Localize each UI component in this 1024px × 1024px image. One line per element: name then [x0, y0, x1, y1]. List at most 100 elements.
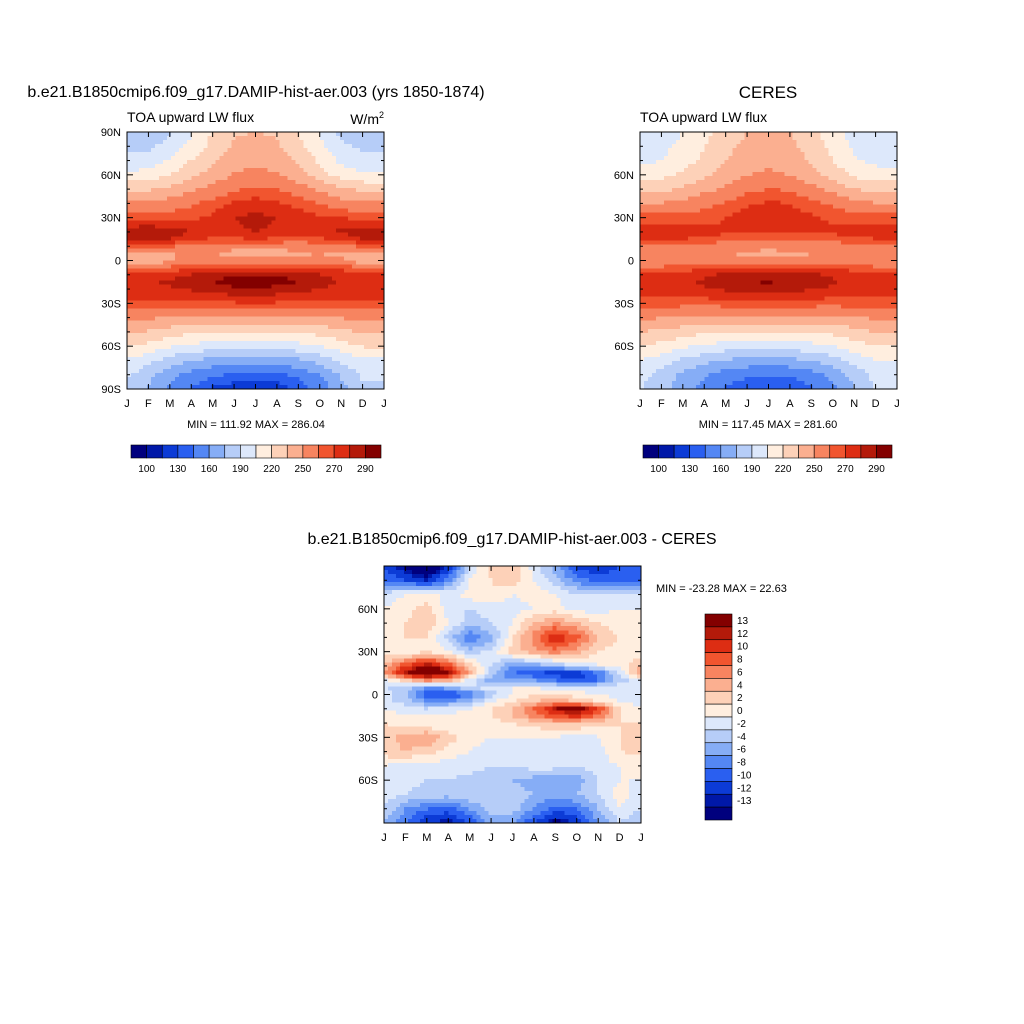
- contour-cell: [484, 666, 490, 672]
- colorbar-swatch: [704, 781, 733, 795]
- contour-cell: [271, 284, 329, 290]
- panel-1-units-base: W/m: [350, 111, 379, 127]
- panel-2-colorbar: 100 130 160 190 220 250 270 290: [642, 444, 893, 475]
- contour-cell: [283, 240, 309, 246]
- contour-cell: [640, 156, 665, 161]
- contour-cell: [472, 702, 485, 708]
- contour-cell: [448, 670, 453, 676]
- contour-cell: [804, 180, 838, 185]
- y-tick-label: 0: [628, 256, 634, 268]
- contour-cell: [476, 818, 485, 824]
- contour-cell: [604, 714, 614, 720]
- contour-cell: [820, 136, 846, 141]
- contour-cell: [183, 360, 317, 366]
- contour-cell: [444, 626, 453, 631]
- contour-cell: [684, 168, 717, 173]
- contour-cell: [832, 276, 898, 282]
- x-tick-label: J: [766, 398, 772, 410]
- colorbar-swatch: [876, 444, 893, 459]
- contour-cell: [347, 384, 385, 390]
- contour-cell: [848, 144, 898, 149]
- contour-cell: [860, 352, 898, 358]
- contour-cell: [468, 578, 494, 583]
- contour-cell: [580, 802, 598, 808]
- contour-cell: [620, 734, 642, 740]
- colorbar-swatch: [673, 444, 690, 459]
- contour-cell: [500, 658, 526, 663]
- contour-cell: [199, 340, 301, 346]
- contour-cell: [163, 260, 357, 266]
- contour-cell: [672, 380, 701, 386]
- contour-cell: [339, 196, 385, 201]
- colorbar-label: 270: [326, 464, 343, 475]
- contour-cell: [408, 790, 534, 796]
- contour-cell: [464, 658, 477, 663]
- x-tick-label: N: [594, 832, 602, 844]
- contour-cell: [404, 570, 413, 575]
- contour-cell: [315, 332, 385, 338]
- contour-cell: [424, 778, 514, 784]
- contour-cell: [604, 814, 618, 820]
- contour-cell: [472, 630, 489, 635]
- contour-cell: [640, 204, 713, 209]
- contour-cell: [384, 590, 393, 595]
- contour-cell: [187, 228, 253, 233]
- contour-cell: [468, 670, 473, 676]
- contour-cell: [195, 188, 241, 193]
- contour-cell: [724, 184, 818, 189]
- contour-cell: [680, 324, 850, 330]
- x-tick-label: A: [188, 398, 196, 410]
- contour-cell: [500, 630, 510, 635]
- contour-cell: [600, 710, 610, 716]
- contour-cell: [640, 292, 898, 298]
- contour-cell: [199, 380, 233, 386]
- contour-cell: [820, 272, 898, 278]
- contour-cell: [291, 156, 317, 161]
- contour-cell: [183, 192, 228, 197]
- contour-cell: [456, 662, 465, 667]
- contour-cell: [432, 574, 441, 579]
- contour-cell: [520, 638, 534, 643]
- contour-cell: [720, 368, 814, 374]
- contour-cell: [127, 268, 180, 274]
- contour-cell: [612, 706, 622, 712]
- contour-cell: [127, 364, 144, 370]
- contour-cell: [512, 778, 586, 784]
- contour-cell: [576, 586, 642, 591]
- contour-cell: [504, 670, 518, 676]
- contour-cell: [384, 710, 397, 716]
- contour-cell: [544, 642, 570, 647]
- contour-cell: [191, 132, 212, 137]
- contour-cell: [384, 654, 413, 659]
- contour-cell: [564, 582, 582, 587]
- contour-cell: [848, 336, 898, 342]
- contour-cell: [784, 172, 822, 177]
- contour-cell: [456, 690, 473, 696]
- contour-cell: [488, 670, 498, 676]
- contour-cell: [175, 376, 208, 382]
- contour-cell: [127, 212, 212, 217]
- contour-cell: [544, 630, 570, 635]
- contour-cell: [207, 184, 309, 189]
- contour-cell: [416, 810, 445, 816]
- contour-cell: [440, 666, 445, 672]
- contour-cell: [640, 252, 737, 258]
- contour-cell: [319, 136, 341, 141]
- contour-cell: [620, 774, 642, 780]
- contour-cell: [632, 702, 642, 708]
- contour-cell: [836, 180, 898, 185]
- contour-cell: [664, 200, 725, 205]
- contour-cell: [508, 650, 530, 655]
- colorbar-label: -12: [737, 783, 752, 794]
- contour-cell: [536, 678, 558, 684]
- contour-cell: [592, 714, 606, 720]
- contour-cell: [640, 240, 717, 246]
- contour-cell: [616, 566, 642, 571]
- contour-cell: [596, 782, 618, 788]
- colorbar-swatch: [349, 444, 366, 459]
- contour-cell: [608, 754, 642, 760]
- contour-cell: [484, 694, 494, 700]
- contour-cell: [384, 782, 421, 788]
